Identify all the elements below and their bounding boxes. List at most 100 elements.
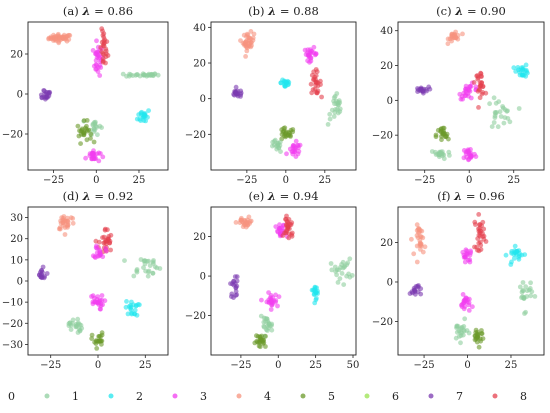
x-tick-label: −25 — [236, 175, 257, 186]
axes-frame — [27, 21, 169, 171]
x-tick-label: 0 — [275, 360, 281, 371]
point-class-6 — [146, 71, 152, 77]
point-class-7 — [232, 274, 238, 279]
point-class-3 — [96, 150, 102, 156]
point-class-3 — [100, 302, 105, 308]
point-class-5 — [479, 331, 485, 336]
point-class-2 — [314, 295, 319, 301]
point-class-4 — [449, 34, 455, 39]
point-class-3 — [96, 158, 102, 164]
panel-title: (f) λ = 0.96 — [437, 189, 505, 203]
point-class-7 — [418, 286, 424, 292]
axes-frame — [397, 21, 545, 171]
y-tick-label: 0 — [387, 96, 393, 107]
point-class-8 — [106, 234, 112, 239]
point-class-6 — [272, 138, 277, 144]
point-class-6 — [339, 271, 345, 276]
point-class-3 — [313, 51, 319, 56]
point-class-7 — [233, 293, 239, 298]
lambda-value: = 0.96 — [462, 189, 505, 203]
point-class-3 — [276, 294, 282, 300]
point-class-3 — [259, 297, 264, 303]
y-tick-label: 0 — [387, 277, 393, 288]
y-tick-label: −20 — [372, 317, 393, 328]
point-class-4 — [61, 36, 66, 41]
point-class-3 — [96, 300, 101, 305]
point-class-2 — [509, 259, 514, 265]
point-class-8 — [98, 45, 104, 50]
point-class-3 — [98, 65, 104, 70]
point-class-2 — [514, 249, 519, 254]
point-class-2 — [136, 112, 142, 117]
point-class-2 — [138, 118, 144, 123]
point-class-5 — [81, 118, 87, 123]
point-class-4 — [65, 218, 71, 224]
y-tick-label: −30 — [2, 340, 23, 351]
point-class-6 — [335, 280, 341, 285]
lambda-value: = 0.94 — [276, 189, 319, 203]
point-class-8 — [477, 95, 483, 101]
point-class-5 — [96, 338, 102, 344]
point-class-4 — [246, 214, 252, 220]
point-class-3 — [270, 295, 275, 300]
point-class-5 — [438, 129, 444, 135]
point-class-3 — [83, 155, 88, 161]
point-class-3 — [463, 86, 468, 92]
point-class-6 — [497, 109, 503, 115]
point-class-3 — [94, 38, 99, 44]
point-class-6 — [266, 322, 272, 328]
point-class-6 — [337, 106, 343, 112]
point-class-3 — [93, 66, 99, 72]
point-class-6 — [334, 272, 339, 278]
point-class-4 — [248, 29, 254, 34]
point-class-5 — [75, 123, 81, 129]
point-class-6 — [151, 258, 156, 263]
point-class-2 — [278, 80, 284, 86]
panel-title: (b) λ = 0.88 — [248, 4, 319, 18]
point-class-8 — [101, 234, 107, 240]
panel-title-prefix: (d) — [63, 189, 83, 203]
x-tick-label: 25 — [309, 360, 322, 371]
point-class-4 — [460, 31, 465, 37]
y-tick-label: 0 — [200, 272, 206, 283]
point-class-4 — [414, 243, 420, 249]
x-tick-label: 25 — [318, 175, 331, 186]
panel-b: (b) λ = 0.88 −25 0 25 −20 0 20 40 — [185, 4, 357, 186]
point-class-4 — [417, 229, 422, 235]
lambda-symbol: λ — [267, 189, 276, 203]
panel-title-prefix: (a) — [63, 4, 83, 18]
point-class-2 — [143, 118, 149, 124]
lambda-symbol: λ — [81, 4, 90, 18]
scatter-points — [38, 26, 161, 164]
point-class-4 — [418, 241, 424, 247]
x-tick-label: −25 — [43, 175, 64, 186]
point-class-2 — [146, 108, 152, 113]
point-class-8 — [476, 212, 482, 217]
point-class-6 — [522, 311, 527, 316]
point-class-6 — [489, 124, 495, 129]
lambda-symbol: λ — [82, 189, 91, 203]
point-class-2 — [124, 299, 129, 304]
lambda-symbol: λ — [453, 189, 462, 203]
point-class-3 — [92, 254, 98, 260]
point-class-4 — [244, 219, 250, 225]
point-class-4 — [52, 37, 57, 42]
point-class-5 — [94, 346, 100, 351]
point-class-5 — [86, 127, 92, 133]
legend-marker — [236, 393, 242, 399]
point-class-4 — [243, 54, 249, 59]
lambda-value: = 0.86 — [91, 4, 134, 18]
point-class-7 — [418, 85, 424, 91]
point-class-8 — [314, 90, 320, 96]
point-class-6 — [95, 132, 100, 138]
axes-frame — [210, 21, 357, 171]
point-class-4 — [57, 36, 62, 42]
point-class-6 — [502, 115, 508, 120]
point-class-4 — [243, 39, 248, 45]
point-class-3 — [273, 299, 278, 305]
point-class-8 — [478, 83, 483, 88]
point-class-5 — [260, 337, 266, 343]
point-class-2 — [310, 287, 316, 293]
point-class-6 — [516, 106, 522, 111]
y-tick-label: 0 — [17, 90, 23, 101]
